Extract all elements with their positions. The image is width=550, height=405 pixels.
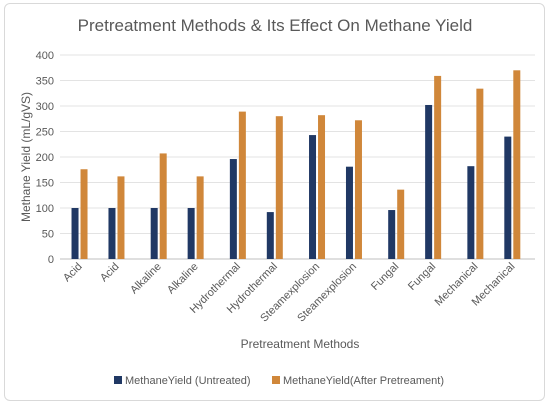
y-tick-label: 100	[36, 203, 54, 215]
bar-after-pretreatment	[354, 120, 362, 259]
y-tick-label: 350	[36, 76, 54, 88]
bar-after-pretreatment	[159, 153, 167, 259]
y-tick-label: 250	[36, 127, 54, 139]
x-category-label: Alkaline	[165, 261, 201, 297]
bar-untreated	[425, 104, 433, 259]
bar-untreated	[266, 212, 274, 259]
bar-untreated	[467, 166, 475, 259]
y-tick-label: 150	[36, 178, 54, 190]
bar-after-pretreatment	[80, 169, 88, 259]
legend-swatch-untreated	[114, 376, 122, 384]
x-category-label: Acid	[61, 261, 85, 285]
x-axis-categories: Acid Acid Alkaline AlkalineHydrothermalHydr…	[61, 261, 517, 325]
x-category-label: Alkaline	[128, 261, 164, 297]
y-tick-label: 50	[42, 229, 54, 241]
bar-after-pretreatment	[318, 115, 326, 260]
bar-untreated	[150, 208, 158, 259]
bar-untreated	[108, 208, 116, 259]
bar-after-pretreatment	[275, 116, 283, 259]
legend-swatch-after-pretreatment	[272, 376, 280, 384]
x-category-label: Fungal	[369, 261, 401, 293]
y-tick-label: 0	[48, 254, 54, 266]
bar-after-pretreatment	[513, 70, 521, 259]
chart-frame	[4, 3, 545, 401]
y-axis-title: Methane Yield (mL/gVS)	[19, 92, 33, 222]
y-tick-label: 300	[36, 101, 54, 113]
x-axis-title: Pretreatment Methods	[241, 337, 360, 351]
bar-after-pretreatment	[434, 75, 442, 259]
bar-after-pretreatment	[397, 189, 405, 259]
bar-after-pretreatment	[117, 176, 125, 259]
bar-after-pretreatment	[196, 176, 204, 259]
bar-untreated	[309, 135, 317, 259]
bars	[71, 70, 521, 260]
bar-after-pretreatment	[238, 111, 246, 259]
chart-title: Pretreatment Methods & Its Effect On Met…	[78, 16, 473, 35]
legend-label-untreated: MethaneYield (Untreated)	[125, 375, 251, 387]
x-category-label: Fungal	[406, 261, 438, 293]
bar-untreated	[229, 159, 237, 259]
bar-untreated	[187, 208, 195, 259]
bar-untreated	[345, 166, 353, 259]
bar-after-pretreatment	[476, 88, 484, 259]
y-tick-label: 400	[36, 50, 54, 62]
y-axis-ticks: 0 50 100 150 200 250 300 350 400	[36, 50, 54, 266]
bar-untreated	[388, 210, 396, 259]
y-tick-label: 200	[36, 152, 54, 164]
bar-untreated	[504, 136, 512, 259]
legend: MethaneYield (Untreated) MethaneYield(Af…	[114, 375, 444, 387]
x-category-label: Acid	[98, 261, 122, 285]
legend-label-after-pretreatment: MethaneYield(After Pretreament)	[283, 375, 444, 387]
bar-untreated	[71, 208, 79, 259]
gridlines	[60, 54, 535, 260]
